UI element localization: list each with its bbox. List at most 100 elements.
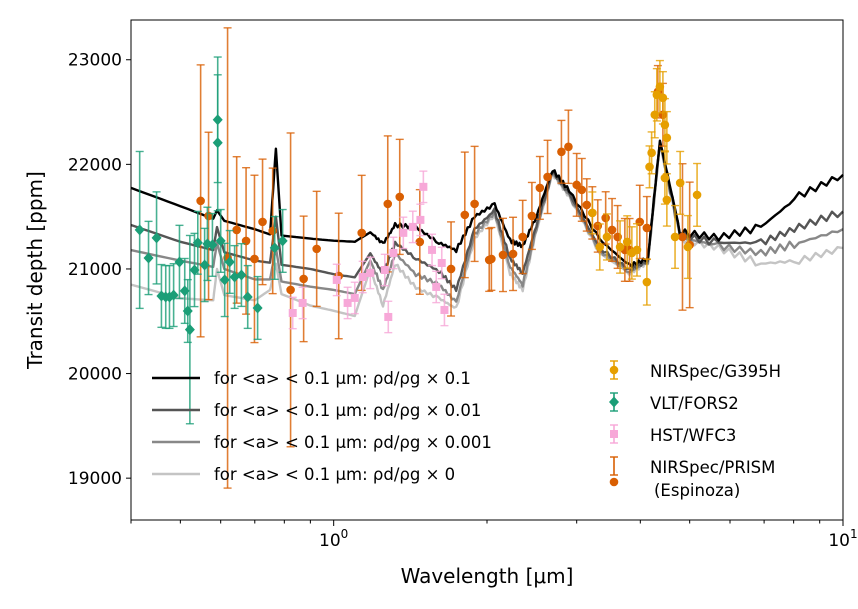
y-tick-label: 19000 — [68, 469, 122, 489]
data-point — [383, 199, 393, 209]
legend-label: HST/WFC3 — [650, 426, 736, 445]
data-point — [174, 256, 185, 268]
legend-marker — [610, 430, 618, 438]
data-point — [660, 120, 670, 130]
data-point — [622, 237, 632, 247]
legend-marker — [609, 365, 619, 375]
data-point — [577, 185, 587, 195]
data-point — [437, 258, 446, 267]
data-point — [602, 232, 612, 242]
data-point — [518, 232, 527, 242]
legend-label: VLT/FORS2 — [650, 394, 739, 413]
data-point — [207, 239, 218, 251]
data-point — [670, 232, 680, 242]
dataset-hst-wfc3 — [288, 170, 449, 334]
data-point — [332, 275, 341, 284]
y-tick-label: 21000 — [68, 260, 122, 280]
data-point — [415, 237, 425, 247]
data-point — [298, 298, 307, 307]
x-tick-exponent: 1 — [850, 527, 858, 541]
dataset-vlt-fors2 — [134, 56, 288, 425]
data-point — [498, 250, 508, 260]
data-point — [212, 137, 223, 149]
data-point — [595, 242, 605, 252]
data-point — [678, 232, 687, 242]
data-point — [658, 93, 668, 103]
data-point — [645, 162, 654, 172]
data-point — [299, 274, 308, 284]
data-point — [647, 148, 656, 158]
x-axis-label: Wavelength [μm] — [401, 564, 574, 588]
x-tick-label: 101 — [828, 527, 857, 551]
data-point — [440, 305, 449, 314]
legend-label: NIRSpec/G395H — [650, 362, 781, 381]
data-point — [250, 254, 259, 264]
data-point — [408, 222, 417, 231]
data-point — [286, 285, 295, 295]
legend-models: for <a> < 0.1 μm: ρd/ρg × 0.1 for <a> < 0… — [152, 369, 492, 484]
model-line-1 — [130, 141, 844, 293]
data-point — [683, 242, 693, 252]
legend-label: NIRSpec/PRISM — [650, 458, 775, 477]
y-tick-label: 23000 — [68, 51, 122, 71]
data-point — [143, 252, 154, 264]
dataset-nirspec-prism — [196, 27, 694, 489]
data-point — [692, 190, 702, 200]
legend-label: for <a> < 0.1 μm: ρd/ρg × 0 — [214, 465, 455, 484]
legend-marker — [609, 477, 619, 487]
data-point — [593, 221, 603, 231]
data-point — [642, 277, 652, 287]
data-point — [588, 208, 597, 218]
data-point — [527, 211, 537, 221]
data-point — [543, 172, 552, 182]
data-point — [416, 215, 425, 224]
data-point — [508, 249, 518, 259]
data-point — [564, 142, 573, 152]
data-point — [655, 82, 665, 92]
data-point — [232, 225, 241, 235]
data-point — [366, 268, 375, 277]
data-point — [660, 173, 670, 183]
data-point — [446, 264, 456, 274]
data-point — [487, 254, 496, 264]
legend-datasets: NIRSpec/G395H VLT/FORS2 HST/WFC3 NIRSpec/PR… — [609, 360, 781, 500]
data-point — [269, 242, 280, 254]
data-point — [470, 199, 479, 209]
data-point — [224, 256, 235, 268]
data-point — [460, 210, 470, 220]
data-point — [192, 237, 203, 249]
data-point — [662, 133, 672, 143]
data-point — [384, 312, 393, 321]
data-point — [343, 298, 352, 307]
data-point — [350, 293, 359, 302]
data-point — [168, 289, 179, 301]
data-point — [258, 217, 267, 227]
data-point — [399, 228, 408, 237]
dataset-nirspec-g395h — [588, 59, 702, 306]
legend-label: for <a> < 0.1 μm: ρd/ρg × 0.001 — [214, 433, 492, 452]
x-tick-label: 100 — [319, 527, 348, 551]
data-point — [357, 228, 366, 238]
data-point — [389, 248, 398, 257]
x-tick-exponent: 0 — [341, 527, 349, 541]
data-point — [395, 192, 405, 202]
legend-label: for <a> < 0.1 μm: ρd/ρg × 0.1 — [214, 369, 471, 388]
data-point — [134, 224, 145, 236]
data-point — [151, 232, 162, 244]
data-point — [252, 302, 263, 314]
data-point — [268, 226, 277, 236]
data-point — [277, 235, 288, 247]
data-point — [242, 291, 253, 303]
data-point — [380, 266, 389, 274]
data-point — [615, 242, 625, 252]
data-point — [236, 269, 247, 281]
data-point — [632, 245, 642, 255]
legend-label-line2: (Espinoza) — [654, 481, 740, 500]
x-tick-base: 10 — [319, 531, 341, 551]
x-tick-base: 10 — [828, 531, 850, 551]
data-point — [219, 274, 230, 286]
y-tick-label: 22000 — [68, 155, 122, 175]
data-point — [557, 147, 566, 157]
data-point — [184, 324, 195, 336]
